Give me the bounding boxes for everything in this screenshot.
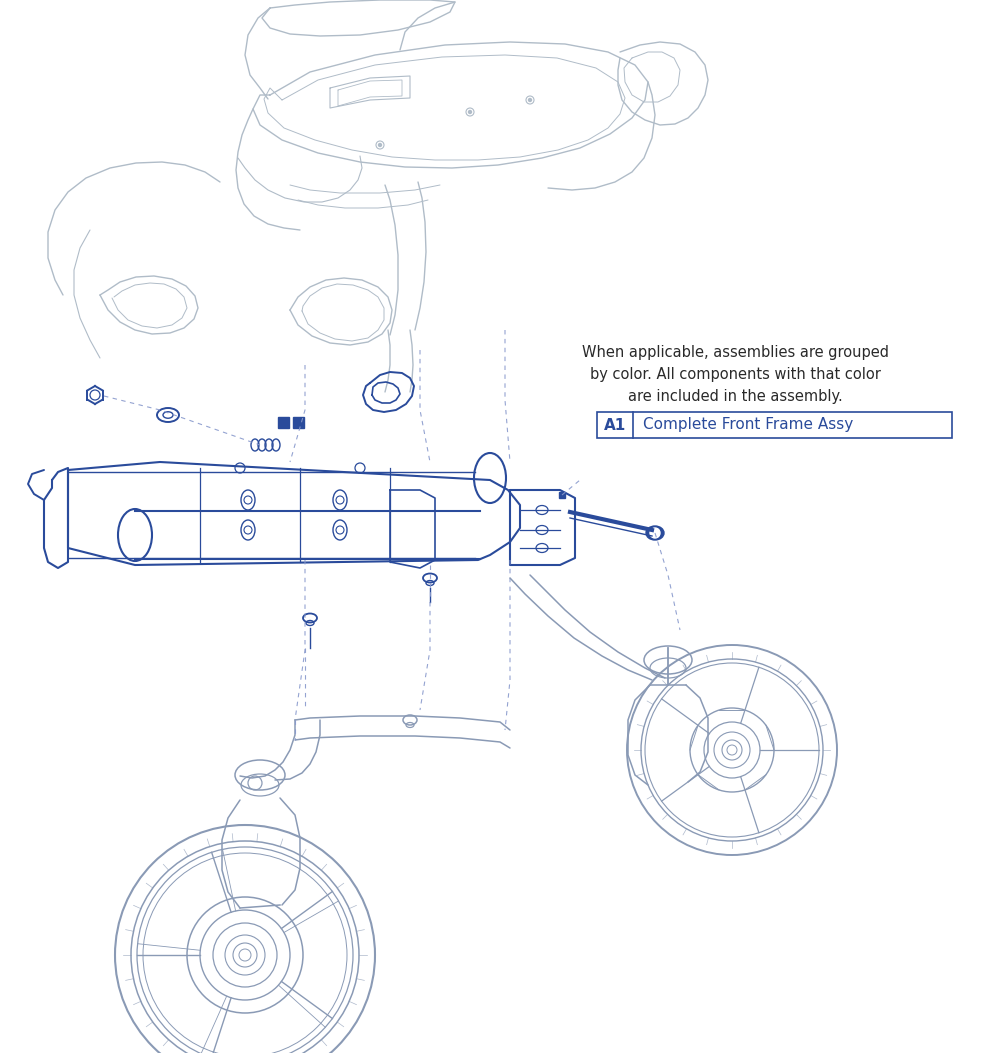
Text: When applicable, assemblies are grouped
by color. All components with that color: When applicable, assemblies are grouped … <box>582 345 889 404</box>
Text: A1: A1 <box>604 417 626 433</box>
Text: Complete Front Frame Assy: Complete Front Frame Assy <box>643 417 853 433</box>
Ellipse shape <box>646 526 664 540</box>
Circle shape <box>468 111 472 114</box>
Bar <box>597 412 952 438</box>
Circle shape <box>378 143 382 146</box>
Circle shape <box>650 528 660 538</box>
Bar <box>293 417 304 428</box>
Bar <box>278 417 289 428</box>
Circle shape <box>528 99 532 101</box>
